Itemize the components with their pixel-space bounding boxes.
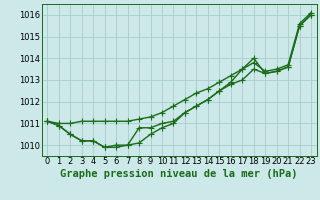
X-axis label: Graphe pression niveau de la mer (hPa): Graphe pression niveau de la mer (hPa) (60, 169, 298, 179)
